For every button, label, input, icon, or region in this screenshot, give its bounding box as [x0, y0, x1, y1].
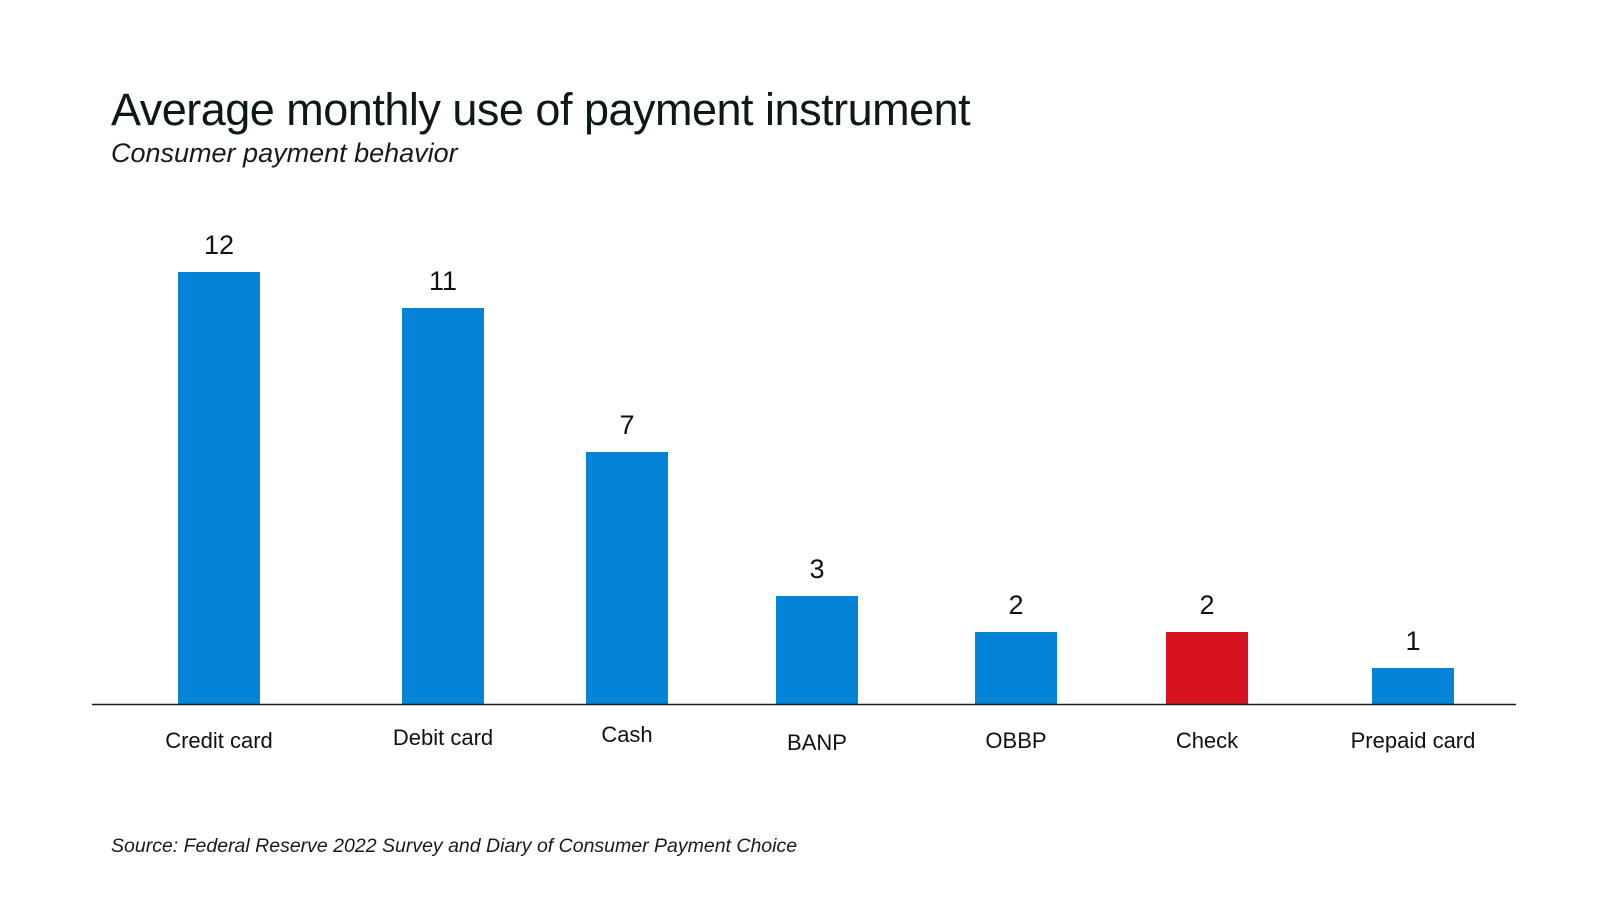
- bars-group: [178, 272, 1454, 704]
- category-label-cash: Cash: [601, 722, 652, 747]
- bar-banp: [776, 596, 858, 704]
- value-label-debit-card: 11: [429, 266, 457, 296]
- value-label-prepaid-card: 1: [1405, 626, 1420, 656]
- category-label-prepaid-card: Prepaid card: [1351, 728, 1476, 753]
- category-label-banp: BANP: [787, 730, 847, 755]
- source-note: Source: Federal Reserve 2022 Survey and …: [111, 835, 798, 857]
- category-labels-group: Credit card Debit card Cash BANP OBBP Check Pr…: [165, 722, 1475, 755]
- value-label-credit-card: 12: [204, 230, 234, 260]
- value-label-check: 2: [1199, 590, 1214, 620]
- chart-subtitle: Consumer payment behavior: [111, 138, 458, 168]
- bar-debit-card: [402, 308, 484, 704]
- category-label-credit-card: Credit card: [165, 728, 273, 753]
- value-label-cash: 7: [619, 410, 634, 440]
- value-label-obbp: 2: [1008, 590, 1023, 620]
- bar-cash: [586, 452, 668, 704]
- bar-check: [1166, 632, 1248, 704]
- value-labels-group: 12 11 7 3 2 2 1: [204, 230, 1421, 656]
- bar-prepaid-card: [1372, 668, 1454, 704]
- category-label-obbp: OBBP: [985, 728, 1046, 753]
- category-label-check: Check: [1176, 728, 1239, 753]
- bar-credit-card: [178, 272, 260, 704]
- chart-title: Average monthly use of payment instrumen…: [111, 84, 971, 135]
- category-label-debit-card: Debit card: [393, 725, 493, 750]
- bar-obbp: [975, 632, 1057, 704]
- value-label-banp: 3: [809, 554, 824, 584]
